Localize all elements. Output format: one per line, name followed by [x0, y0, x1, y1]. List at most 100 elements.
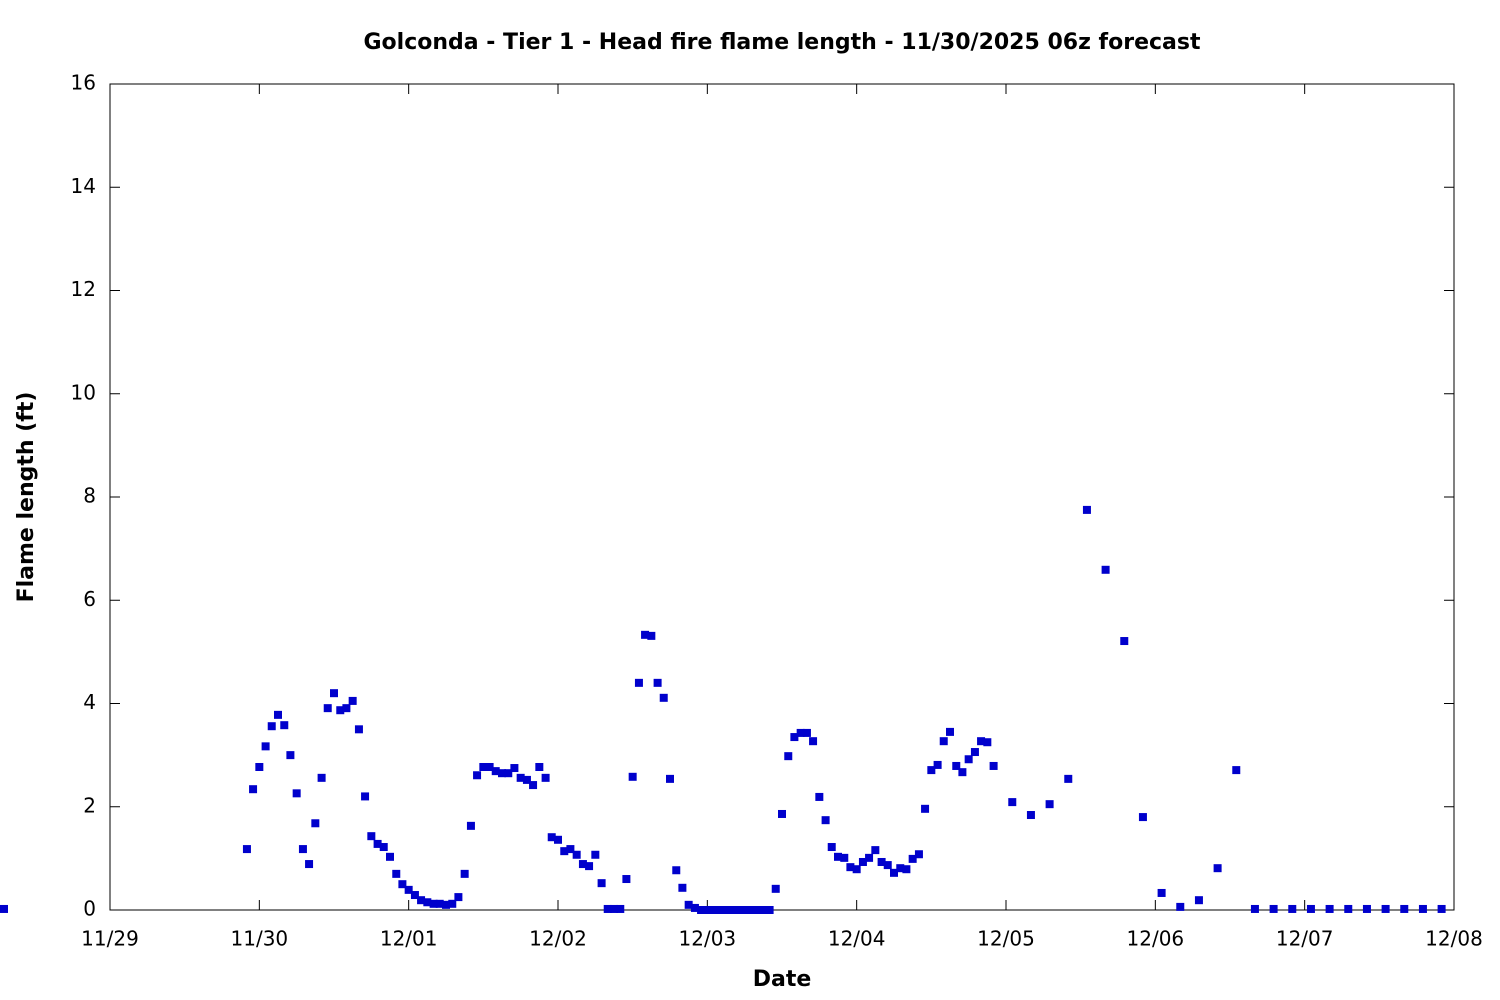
point: [628, 772, 637, 781]
point: [890, 868, 898, 877]
point: [989, 761, 998, 770]
y-tick-label: 0: [83, 897, 96, 921]
point: [485, 762, 494, 771]
x-tick-label: 12/02: [529, 927, 587, 951]
point: [541, 773, 550, 782]
point: [410, 891, 419, 900]
y-tick-label: 14: [71, 174, 96, 198]
point: [753, 906, 762, 914]
point: [292, 789, 301, 798]
point: [970, 748, 979, 757]
point: [386, 852, 394, 861]
point: [902, 865, 911, 874]
point: [454, 893, 463, 902]
x-tick-label: 11/30: [231, 927, 289, 951]
point: [398, 880, 407, 889]
x-tick-label: 12/04: [828, 927, 886, 951]
point: [286, 751, 295, 760]
point: [1344, 904, 1353, 913]
point: [516, 773, 525, 782]
point: [1288, 904, 1297, 913]
point: [1437, 904, 1446, 913]
point: [983, 738, 992, 747]
point: [846, 863, 855, 872]
point: [802, 728, 811, 737]
x-tick-label: 12/03: [679, 927, 737, 951]
point: [666, 774, 674, 783]
y-tick-label: 6: [83, 587, 96, 611]
point: [815, 792, 824, 801]
point: [330, 689, 338, 698]
y-tick-label: 8: [83, 484, 96, 508]
point: [522, 775, 531, 784]
point: [784, 752, 793, 761]
point: [491, 767, 500, 776]
point: [1325, 904, 1334, 913]
point: [616, 904, 625, 913]
y-tick-label: 2: [83, 793, 96, 817]
point: [821, 816, 830, 825]
point: [255, 762, 264, 771]
plot-frame: [109, 83, 1455, 911]
point: [591, 850, 600, 859]
y-tick-label: 10: [71, 380, 96, 404]
point: [298, 845, 307, 854]
point: [1213, 864, 1222, 873]
point: [529, 781, 538, 790]
point: [1250, 904, 1259, 913]
x-tick-label: 12/06: [1127, 927, 1185, 951]
point: [684, 900, 693, 909]
point: [473, 771, 482, 780]
point: [964, 755, 973, 764]
point: [1362, 904, 1371, 913]
point: [280, 721, 289, 730]
point: [367, 832, 376, 841]
point: [504, 769, 513, 778]
point: [423, 898, 432, 907]
x-axis-label: Date: [753, 967, 812, 992]
point: [261, 742, 270, 751]
point: [647, 631, 656, 640]
point: [927, 766, 936, 775]
y-tick-label: 4: [83, 690, 96, 714]
point: [946, 727, 954, 736]
point: [448, 899, 457, 908]
point: [597, 879, 606, 888]
point: [1418, 904, 1427, 913]
point: [715, 906, 724, 914]
point: [1026, 811, 1035, 820]
point: [722, 906, 730, 914]
point: [871, 846, 880, 855]
point: [1120, 637, 1129, 646]
point: [361, 792, 370, 801]
point: [840, 853, 849, 862]
point: [354, 725, 363, 734]
point: [603, 904, 612, 913]
point: [690, 903, 699, 912]
x-tick-label: 12/01: [380, 927, 438, 951]
point: [1008, 798, 1017, 807]
x-tick-label: 12/05: [977, 927, 1035, 951]
point: [914, 850, 923, 859]
point: [242, 845, 251, 854]
point: [759, 906, 768, 914]
point: [267, 722, 276, 731]
point: [435, 899, 444, 908]
point: [1045, 800, 1054, 809]
point: [709, 906, 718, 914]
point: [305, 860, 314, 869]
x-tick-label: 11/29: [81, 927, 139, 951]
point: [1157, 888, 1166, 897]
point: [479, 762, 488, 771]
point: [921, 804, 930, 813]
point: [771, 884, 780, 893]
point: [1138, 813, 1147, 822]
point: [373, 839, 382, 848]
point: [342, 704, 351, 713]
point: [622, 875, 631, 884]
point: [765, 906, 774, 914]
point: [1381, 904, 1390, 913]
point: [1082, 505, 1091, 514]
point: [379, 843, 388, 852]
point: [809, 737, 818, 746]
